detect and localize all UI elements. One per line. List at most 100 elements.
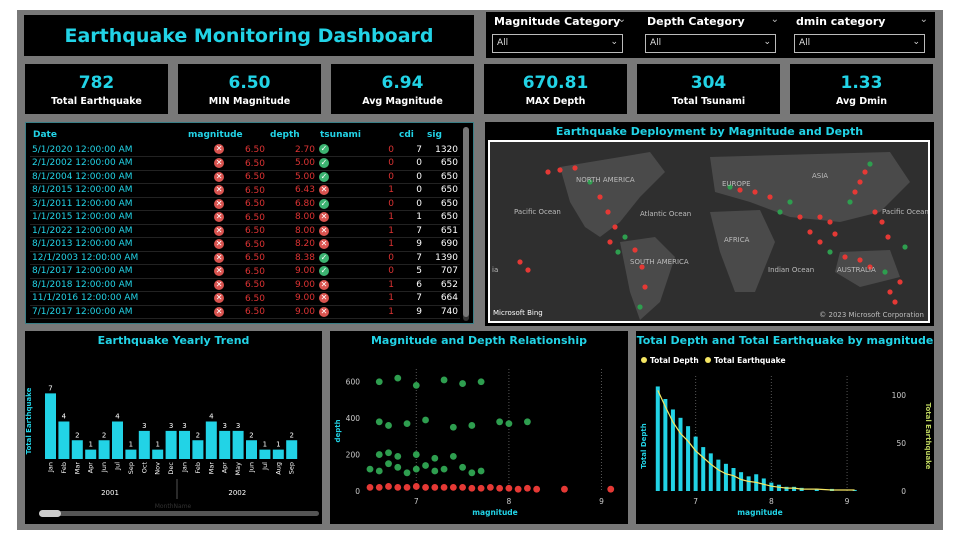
cell-sig: 650 — [424, 197, 460, 211]
bar — [192, 440, 204, 459]
kpi-total-tsunami: 304 Total Tsunami — [637, 64, 780, 114]
dashboard-title: Earthquake Monitoring Dashboard — [64, 24, 434, 47]
scatter-point — [496, 484, 504, 492]
depth-bar — [784, 486, 789, 491]
depth-by-magnitude-chart[interactable]: Total Depth Total Earthquake Total Depth To… — [636, 331, 934, 524]
cell-depth: 2.70 — [267, 143, 317, 157]
map-point — [642, 284, 648, 290]
cell-magnitude: ✕ 6.50 — [185, 183, 267, 198]
bar — [98, 440, 110, 459]
cell-sig: 740 — [424, 305, 460, 319]
scatter-chart[interactable]: 0 200 400 600 7 8 9 depth magnitude — [330, 331, 628, 524]
bar — [232, 430, 244, 459]
table-row[interactable]: 5/1/2020 12:00:00 AM ✕ 6.50 2.70 ✓ 0 7 1320 — [30, 143, 460, 157]
cell-magnitude: ✕ 6.50 — [185, 278, 267, 292]
table-row[interactable]: 8/1/2015 12:00:00 AM ✕ 6.50 6.43 ✕ 1 0 650 — [30, 183, 460, 198]
cell-Date: 8/1/2015 12:00:00 AM — [30, 183, 185, 198]
table-row[interactable]: 8/1/2004 12:00:00 AM ✕ 6.50 5.00 ✓ 0 0 650 — [30, 170, 460, 184]
bar — [286, 440, 298, 459]
table-row[interactable]: 7/1/2017 12:00:00 AM ✕ 6.50 9.00 ✕ 1 9 740 — [30, 305, 460, 319]
cell-sig: 7 — [396, 251, 424, 265]
table-row[interactable]: 1/1/2015 12:00:00 AM ✕ 6.50 8.00 ✕ 1 1 650 — [30, 210, 460, 225]
alert-x-icon: ✕ — [214, 212, 225, 222]
check-icon: ✓ — [319, 158, 329, 168]
magnitude-category-select[interactable]: All ⌄ — [492, 34, 623, 53]
depth-category-select[interactable]: All ⌄ — [645, 34, 776, 53]
scatter-point — [394, 453, 402, 460]
cell-cdi: 1 — [363, 183, 396, 198]
cell-magnitude: ✕ 6.50 — [185, 251, 267, 265]
chevron-down-icon[interactable]: ⌄ — [919, 14, 928, 25]
col-magnitude[interactable]: magnitude — [188, 129, 243, 140]
table-row[interactable]: 8/1/2017 12:00:00 AM ✕ 6.50 9.00 ✓ 0 5 707 — [30, 264, 460, 279]
legend-dot-total-depth — [641, 357, 647, 363]
table-row[interactable]: 8/1/2013 12:00:00 AM ✕ 6.50 8.20 ✕ 1 9 690 — [30, 237, 460, 252]
cell-magnitude: ✕ 6.50 — [185, 197, 267, 211]
cell-tsunami-icon: ✕ — [317, 183, 364, 198]
cell-Date: 11/1/2016 12:00:00 AM — [30, 291, 185, 306]
cell-cdi: 0 — [363, 156, 396, 171]
scatter-point — [375, 451, 383, 458]
bar — [152, 449, 164, 459]
check-icon: ✓ — [319, 171, 329, 182]
scatter-point — [468, 484, 476, 492]
col-sig[interactable]: sig — [427, 129, 442, 140]
cell-tsunami-icon: ✓ — [317, 251, 364, 265]
magnitude-category-filter[interactable]: Magnitude Category ⌄ All ⌄ — [492, 12, 626, 58]
cell-Date: 8/1/2013 12:00:00 AM — [30, 237, 185, 252]
alert-x-icon: ✕ — [319, 212, 329, 222]
depth-bar — [723, 463, 728, 491]
bar-value-label: 7 — [48, 384, 52, 392]
cell-tsunami-icon: ✓ — [317, 170, 364, 184]
alert-x-icon: ✕ — [214, 144, 225, 155]
chart-scrollbar-thumb — [39, 510, 61, 517]
map-label-pacific-ocean-east: Pacific Ocean — [882, 208, 929, 216]
x-tick-label: Apr — [221, 462, 229, 474]
bar-value-label: 3 — [142, 422, 146, 430]
yearly-trend-chart[interactable]: Total Earthquake 7 Jan 4 Feb 2 Mar 1 Apr 2 Jun 4 Jul… — [25, 331, 322, 524]
chevron-down-icon[interactable]: ⌄ — [617, 14, 626, 25]
table-row[interactable]: 11/1/2016 12:00:00 AM ✕ 6.50 9.00 ✕ 1 7 664 — [30, 291, 460, 306]
dmin-category-select[interactable]: All ⌄ — [794, 34, 925, 53]
col-cdi[interactable]: cdi — [399, 129, 414, 140]
col-depth[interactable]: depth — [270, 129, 300, 140]
chart-scrollbar — [39, 511, 319, 516]
dmin-category-filter[interactable]: dmin category ⌄ All ⌄ — [794, 12, 928, 58]
col-tsunami[interactable]: tsunami — [320, 129, 362, 140]
table-row[interactable]: 2/1/2002 12:00:00 AM ✕ 6.50 5.00 ✓ 0 0 650 — [30, 156, 460, 171]
alert-x-icon: ✕ — [214, 279, 225, 290]
cell-Date: 1/1/2022 12:00:00 AM — [30, 224, 185, 238]
scatter-point — [412, 451, 420, 458]
scatter-point — [449, 423, 457, 431]
cell-magnitude: ✕ 6.50 — [185, 224, 267, 238]
chevron-down-icon[interactable]: ⌄ — [770, 14, 779, 25]
scatter-point — [477, 467, 485, 475]
depth-bar — [655, 386, 660, 491]
x-tick-label: Oct — [140, 462, 148, 474]
cell-cdi: 0 — [363, 197, 396, 211]
kpi-min-magnitude: 6.50 MIN Magnitude — [178, 64, 321, 114]
scatter-point — [440, 376, 448, 384]
map-point — [902, 244, 908, 250]
bing-attribution[interactable]: Microsoft Bing — [493, 309, 543, 317]
cell-magnitude: ✕ 6.50 — [185, 264, 267, 279]
earthquake-table-panel: Date magnitude depth tsunami cdi sig 5/1… — [25, 122, 474, 324]
scatter-panel: Magnitude and Depth Relationship 0 200 400… — [330, 331, 628, 524]
col-date[interactable]: Date — [33, 129, 57, 140]
scatter-point — [477, 484, 485, 492]
alert-x-icon: ✕ — [214, 158, 225, 168]
world-map[interactable]: NORTH AMERICA EUROPE ASIA AFRICA SOUTH A… — [488, 140, 930, 323]
cell-cdi: 0 — [363, 264, 396, 279]
table-row[interactable]: 3/1/2011 12:00:00 AM ✕ 6.50 6.80 ✓ 0 0 650 — [30, 197, 460, 211]
group-label: 2001 — [101, 489, 119, 497]
check-icon: ✓ — [319, 266, 329, 276]
alert-x-icon: ✕ — [214, 293, 225, 303]
table-row[interactable]: 12/1/2003 12:00:00 AM ✕ 6.50 8.38 ✓ 0 7 1390 — [30, 251, 460, 265]
table-row[interactable]: 1/1/2022 12:00:00 AM ✕ 6.50 8.00 ✕ 1 7 651 — [30, 224, 460, 238]
table-row[interactable]: 8/1/2018 12:00:00 AM ✕ 6.50 9.00 ✕ 1 6 652 — [30, 278, 460, 292]
depth-category-filter[interactable]: Depth Category ⌄ All ⌄ — [645, 12, 779, 58]
scrollbar-thumb[interactable] — [463, 127, 469, 317]
table-scrollbar[interactable] — [463, 127, 469, 321]
x-tick-label: Jan — [47, 462, 55, 473]
map-point — [639, 264, 645, 270]
